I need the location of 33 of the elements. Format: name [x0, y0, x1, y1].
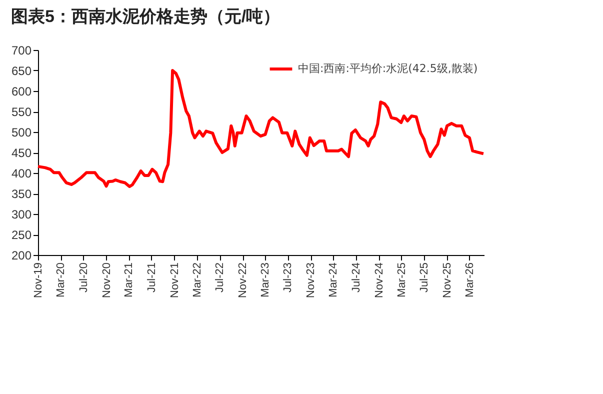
chart-title: 图表5：西南水泥价格走势（元/吨） — [10, 7, 280, 26]
x-tick-label: Nov-23 — [305, 262, 318, 298]
y-tick-label: 500 — [11, 126, 32, 140]
x-tick-label: Jul-24 — [350, 262, 362, 292]
x-tick-label: Jul-21 — [146, 262, 158, 292]
y-tick-label: 300 — [11, 208, 32, 222]
y-tick-label: 550 — [11, 105, 32, 119]
x-tick-label: Mar-26 — [464, 262, 476, 298]
x-tick-label: Jul-22 — [214, 262, 226, 292]
x-tick-label: Nov-20 — [100, 262, 113, 298]
x-tick-label: Nov-19 — [32, 262, 44, 298]
x-tick-label: Nov-24 — [373, 262, 386, 298]
legend-label: 中国:西南:平均价:水泥(42.5级,散装) — [298, 62, 478, 75]
x-tick-label: Mar-23 — [259, 262, 272, 298]
x-tick-label: Nov-22 — [237, 262, 250, 298]
y-tick-label: 250 — [11, 228, 32, 242]
y-tick-label: 700 — [11, 44, 32, 58]
y-tick-label: 600 — [11, 84, 32, 98]
x-tick-label: Mar-20 — [55, 262, 68, 298]
x-tick-label: Jul-23 — [282, 262, 294, 292]
y-tick-label: 650 — [11, 64, 32, 78]
y-tick-label: 450 — [11, 146, 32, 160]
x-tick-label: Mar-21 — [123, 262, 136, 298]
x-tick-label: Mar-22 — [191, 262, 204, 298]
x-tick-label: Mar-25 — [396, 262, 408, 298]
x-tick-label: Nov-25 — [442, 262, 454, 298]
y-tick-label: 200 — [11, 248, 32, 262]
x-tick-label: Mar-24 — [328, 262, 340, 298]
y-tick-label: 400 — [11, 166, 32, 180]
x-tick-label: Nov-21 — [168, 262, 181, 298]
x-tick-label: Jul-20 — [78, 262, 90, 292]
x-tick-label: Jul-25 — [418, 262, 431, 292]
y-tick-label: 350 — [11, 187, 32, 201]
